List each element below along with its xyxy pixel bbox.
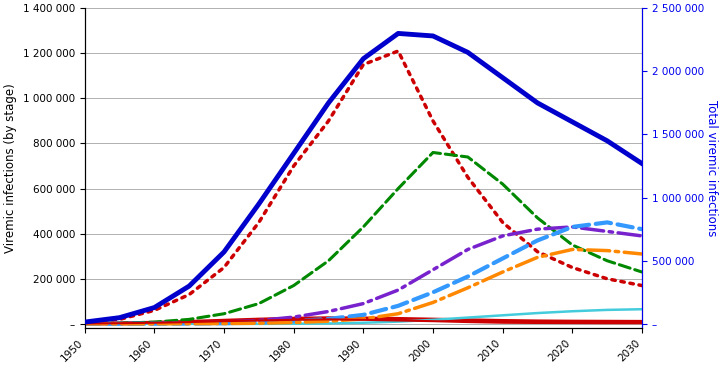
Y-axis label: Total viremic infections: Total viremic infections <box>705 100 718 237</box>
Y-axis label: Viremic infections (by stage): Viremic infections (by stage) <box>4 84 17 253</box>
